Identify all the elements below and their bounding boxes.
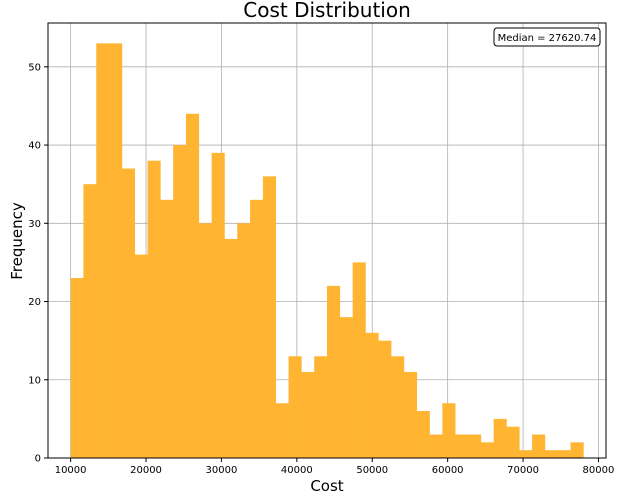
x-axis-label: Cost <box>310 477 343 495</box>
y-tick-label: 10 <box>28 375 41 386</box>
histogram-bar <box>314 356 328 458</box>
histogram-bar <box>416 411 430 458</box>
histogram-bar <box>109 43 123 458</box>
histogram-bar <box>211 152 225 459</box>
histogram-bar <box>237 223 251 458</box>
histogram-bar <box>391 356 405 458</box>
x-tick-label: 80000 <box>583 465 615 476</box>
chart-title: Cost Distribution <box>243 0 411 22</box>
histogram-bar <box>224 238 238 458</box>
y-tick-label: 30 <box>28 219 41 230</box>
x-tick-label: 60000 <box>432 465 464 476</box>
annotation-text: Median = 27620.74 <box>498 33 597 44</box>
annotation-box <box>493 27 601 47</box>
histogram-bar <box>365 332 379 458</box>
histogram-bar <box>185 113 200 458</box>
bars <box>70 43 584 459</box>
histogram-bar <box>288 356 302 458</box>
histogram-bar <box>468 434 482 458</box>
x-tick-label: 30000 <box>206 465 238 476</box>
histogram-bar <box>198 223 212 458</box>
histogram-bar <box>301 371 315 458</box>
histogram-bar <box>121 168 136 458</box>
x-tick-label: 20000 <box>130 465 162 476</box>
histogram-bar <box>442 403 456 458</box>
histogram-bar <box>173 145 187 458</box>
y-tick-label: 0 <box>35 454 41 465</box>
histogram-bar <box>455 434 469 458</box>
histogram-bar <box>147 160 161 458</box>
histogram-bar <box>327 285 341 458</box>
histogram-bar <box>160 199 174 459</box>
histogram-bar <box>493 418 507 458</box>
histogram-bar <box>506 426 520 458</box>
y-axis-label: Frequency <box>8 202 26 280</box>
x-tick-label: 50000 <box>356 465 388 476</box>
y-tick-label: 50 <box>28 62 41 73</box>
x-tick-label: 70000 <box>507 465 539 476</box>
histogram-bar <box>570 442 584 458</box>
histogram-bar <box>275 403 289 458</box>
plot-frame <box>47 22 607 459</box>
histogram-bar <box>339 317 353 458</box>
histogram-bar <box>70 278 84 458</box>
histogram-bar <box>480 442 494 458</box>
ticks: 10000 20000 30000 40000 50000 60000 70000 80000… <box>28 62 614 476</box>
histogram-bar <box>352 262 366 458</box>
x-tick-label: 40000 <box>281 465 313 476</box>
histogram-bar <box>96 43 110 458</box>
histogram-bar <box>519 450 533 458</box>
histogram-bar <box>250 199 264 459</box>
histogram-bar <box>403 371 418 458</box>
histogram-bar <box>557 450 571 458</box>
histogram-bar <box>134 254 148 458</box>
median-annotation: Median = 27620.74 <box>493 27 601 47</box>
histogram-bar <box>544 450 559 458</box>
histogram-bar <box>83 184 97 458</box>
histogram-bar <box>429 434 443 458</box>
y-tick-label: 20 <box>28 297 41 308</box>
histogram-bar <box>532 434 546 458</box>
histogram-bar <box>378 340 392 458</box>
x-tick-label: 10000 <box>55 465 87 476</box>
histogram-bar <box>262 176 277 458</box>
y-tick-label: 40 <box>28 141 41 152</box>
